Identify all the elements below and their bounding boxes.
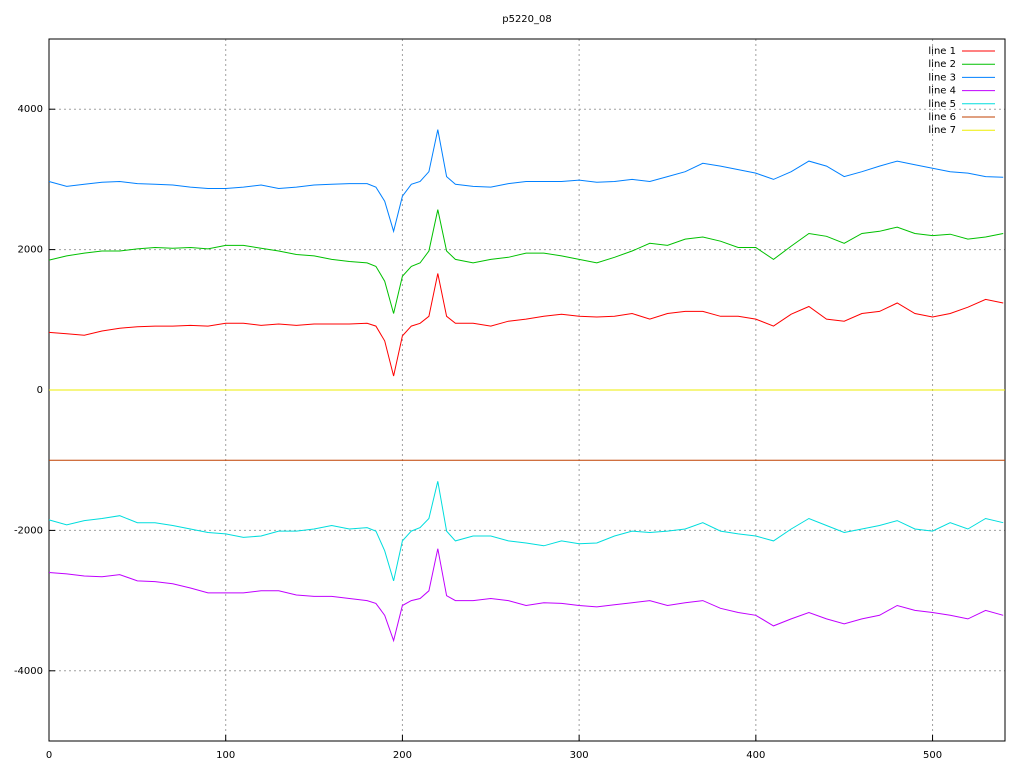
y-tick-label: 2000 bbox=[18, 245, 43, 256]
x-tick-label: 0 bbox=[46, 750, 52, 761]
data-line bbox=[48, 209, 1004, 314]
data-line bbox=[48, 273, 1004, 377]
y-tick-label: -2000 bbox=[14, 525, 43, 536]
legend-label: line 2 bbox=[928, 59, 956, 70]
x-tick-label: 100 bbox=[216, 750, 235, 761]
y-tick-label: 4000 bbox=[18, 104, 43, 115]
legend-label: line 5 bbox=[928, 99, 956, 110]
y-tick-label: 0 bbox=[37, 385, 43, 396]
x-tick-label: 300 bbox=[570, 750, 589, 761]
chart-title: p5220_08 bbox=[502, 14, 552, 25]
data-line bbox=[48, 129, 1004, 234]
legend-label: line 4 bbox=[928, 86, 956, 97]
data-line bbox=[48, 548, 1004, 643]
y-tick-label: -4000 bbox=[14, 666, 43, 677]
legend-label: line 3 bbox=[928, 72, 956, 83]
legend-label: line 7 bbox=[928, 125, 956, 136]
legend-label: line 6 bbox=[928, 112, 956, 123]
legend-label: line 1 bbox=[928, 46, 956, 57]
x-tick-label: 500 bbox=[923, 750, 942, 761]
data-line bbox=[48, 481, 1004, 582]
x-tick-label: 200 bbox=[393, 750, 412, 761]
x-tick-label: 400 bbox=[746, 750, 765, 761]
